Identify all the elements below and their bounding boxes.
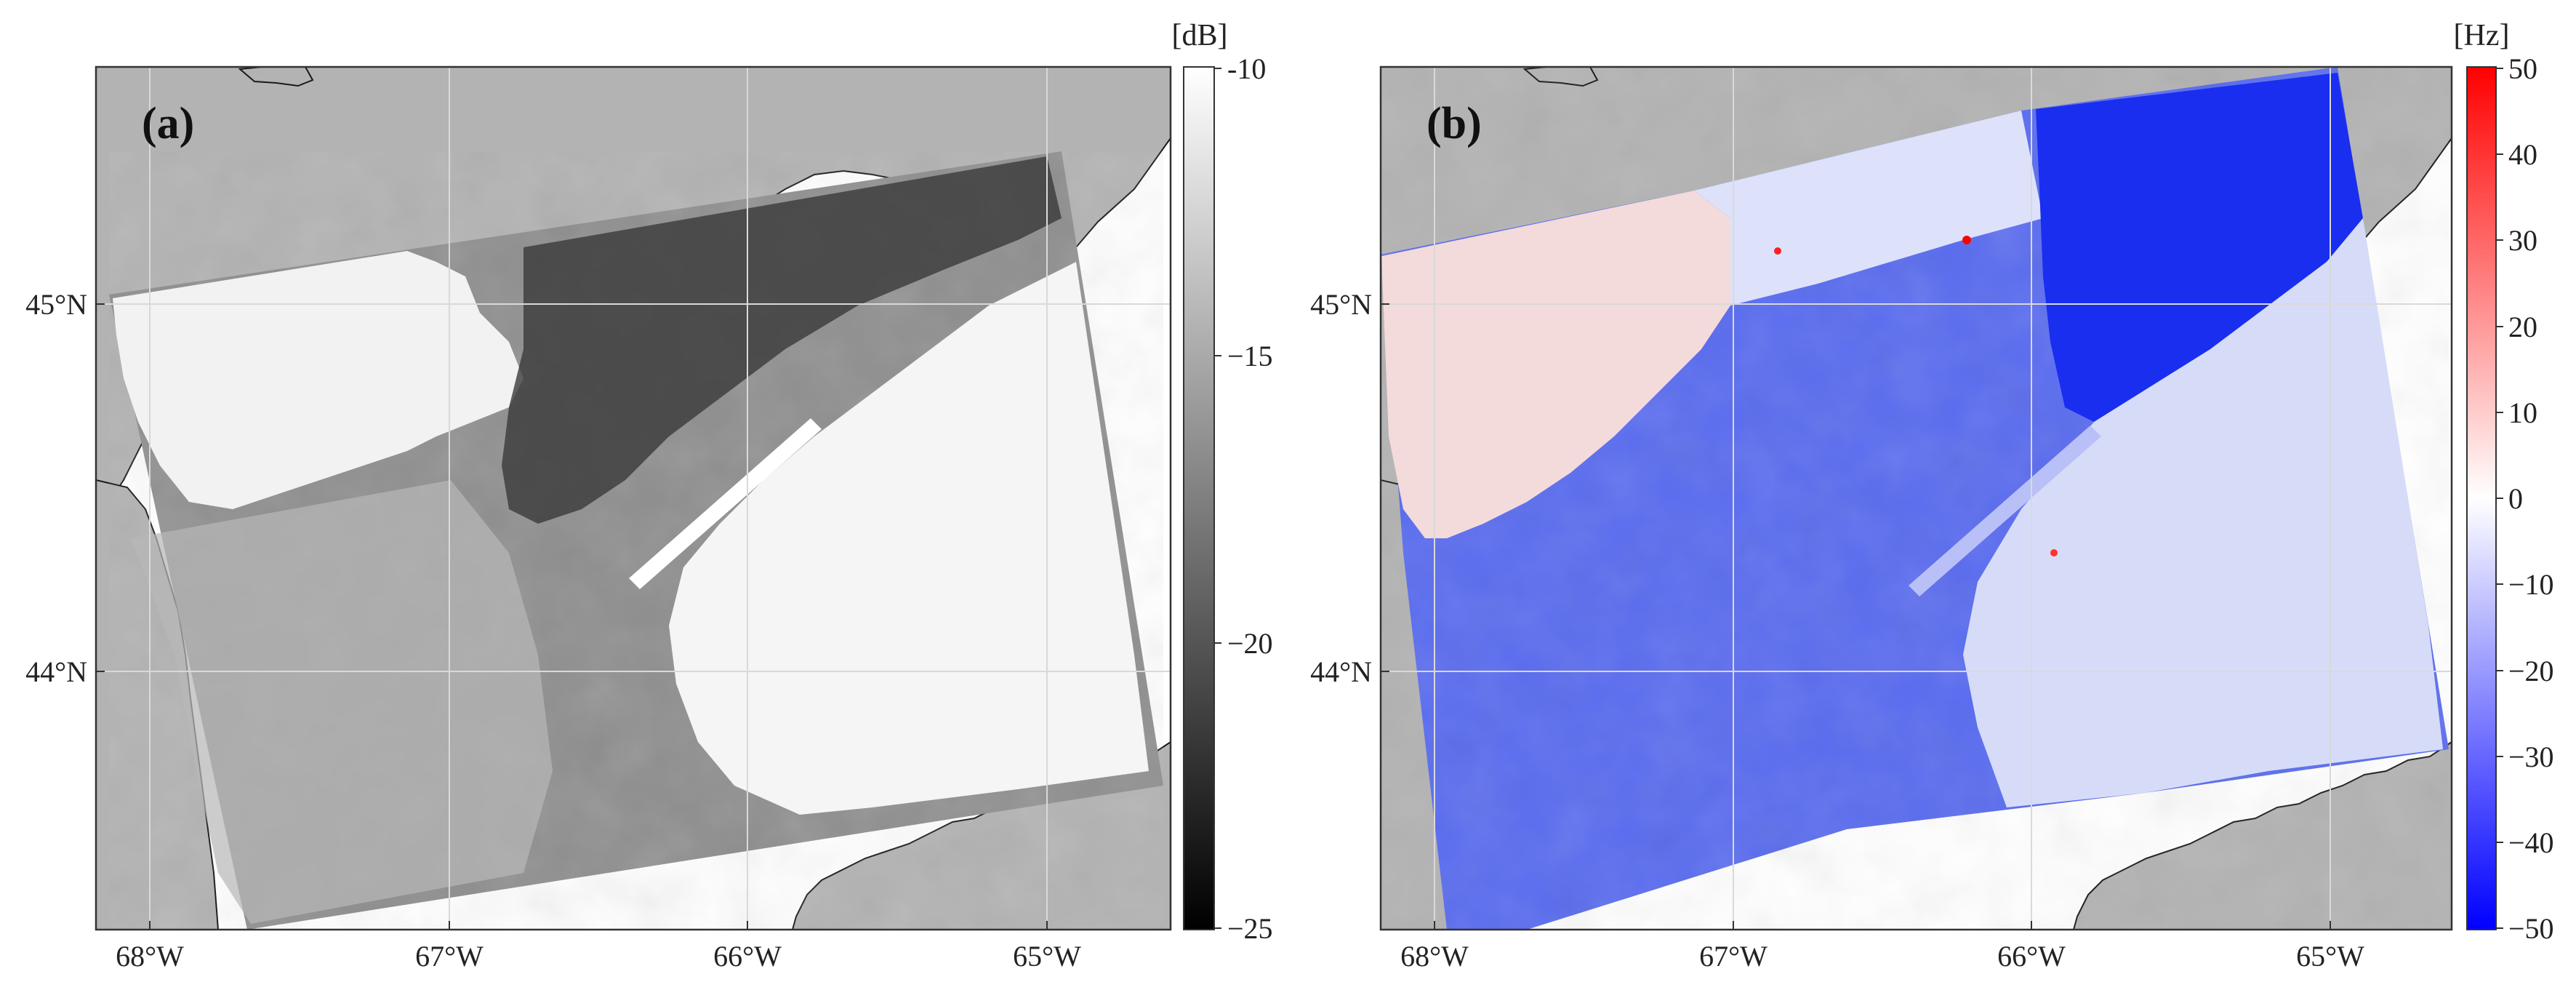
lon-tick-a-0: 68°W — [116, 940, 184, 973]
dark-band-a — [502, 156, 1062, 524]
colorbar-b-unit: [Hz] — [2454, 19, 2510, 52]
gridlines-b — [1381, 67, 2452, 930]
panel-a-label: (a) — [142, 99, 194, 148]
red-dot-b-2 — [1774, 247, 1781, 255]
lon-tick-b-3: 65°W — [2296, 940, 2364, 973]
colorbar-b-tick-5: 0 — [2508, 482, 2523, 515]
lon-tick-b-0: 68°W — [1400, 940, 1469, 973]
streak-a — [629, 418, 822, 589]
colorbar-a-ticks — [1214, 68, 1221, 929]
bright-region-a-nw — [113, 251, 523, 509]
map-a-frame — [95, 65, 1172, 931]
colorbar-b-tick-10: −50 — [2508, 912, 2554, 945]
lon-tick-a-1: 67°W — [415, 940, 483, 973]
lat-tick-a-1: 44°N — [25, 655, 87, 688]
deep-blue-band-b — [2036, 73, 2363, 422]
left-lower-a — [131, 480, 553, 924]
colorbar-b-tick-7: −20 — [2508, 655, 2554, 687]
gridlines-a — [96, 67, 1171, 930]
colorbar-b-tick-2: 30 — [2508, 224, 2537, 257]
island-a — [238, 67, 314, 87]
colorbar-a — [1183, 66, 1215, 930]
colorbar-b-ticks — [2496, 68, 2503, 929]
lon-tick-b-1: 67°W — [1699, 940, 1768, 973]
colorbar-a-unit: [dB] — [1172, 19, 1228, 52]
lat-tick-a-0: 45°N — [25, 288, 87, 321]
lon-tick-a-3: 65°W — [1013, 940, 1081, 973]
red-dot-b-1 — [1962, 236, 1971, 244]
colorbar-b-tick-3: 20 — [2508, 311, 2537, 343]
colorbar-a-tick-0: -10 — [1227, 52, 1266, 85]
colorbar-b-tick-6: −10 — [2508, 568, 2554, 601]
pale-region-b-se — [1963, 218, 2443, 807]
land-southeast-b — [2072, 741, 2452, 930]
panel-b: (b) 68°W 67°W 66°W 65°W 45°N 44°N [Hz] — [1310, 19, 2553, 973]
bright-region-a-se — [669, 262, 1149, 815]
lat-tick-b-0: 45°N — [1310, 288, 1372, 321]
colorbar-a-tick-3: −25 — [1227, 912, 1273, 945]
colorbar-a-tick-2: −20 — [1227, 627, 1273, 660]
map-b-frame — [1379, 65, 2453, 931]
streak-b — [1909, 426, 2101, 596]
lon-tick-b-2: 66°W — [1997, 940, 2066, 973]
island-b — [1522, 67, 1599, 87]
colorbar-b-tick-4: 10 — [2508, 396, 2537, 429]
colorbar-a-tick-1: −15 — [1227, 340, 1273, 372]
positive-region-b — [1381, 191, 1730, 538]
colorbar-b-tick-1: 40 — [2508, 138, 2537, 171]
colorbar-b-tick-8: −30 — [2508, 741, 2554, 773]
colorbar-b — [2466, 66, 2497, 930]
panel-a: (a) 68°W 67°W 66°W 65°W 45°N 44°N [dB] -… — [25, 19, 1272, 973]
ticks-b — [1381, 303, 2331, 930]
colorbar-b-tick-0: 50 — [2508, 52, 2537, 85]
pale-region-b-n — [1694, 111, 2043, 306]
red-dot-b-3 — [2050, 549, 2058, 556]
lat-tick-b-1: 44°N — [1310, 655, 1372, 688]
panel-b-label: (b) — [1427, 99, 1482, 148]
ticks-a — [96, 303, 1048, 930]
colorbar-b-tick-9: −40 — [2508, 826, 2554, 859]
lon-tick-a-2: 66°W — [713, 940, 782, 973]
